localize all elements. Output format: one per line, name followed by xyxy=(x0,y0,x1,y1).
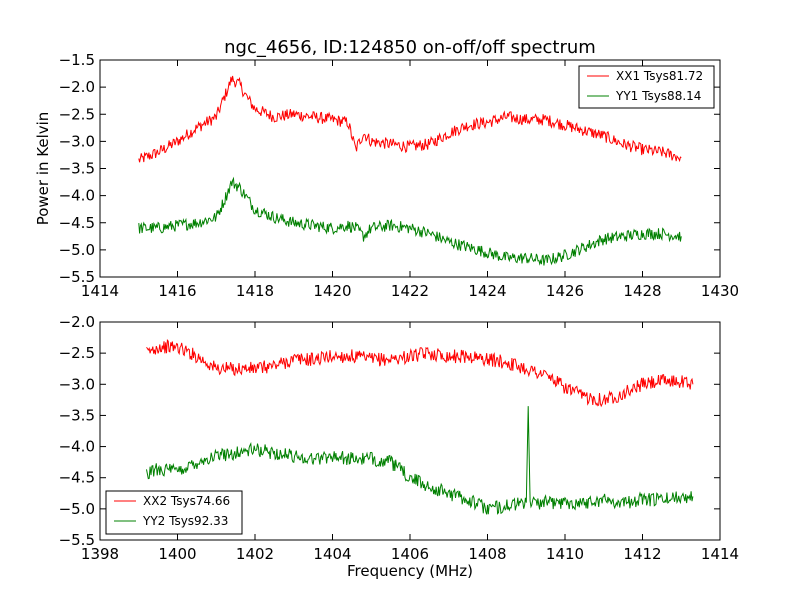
legend-label: YY1 Tsys88.14 xyxy=(615,89,701,103)
y-tick-label: −2.0 xyxy=(59,78,95,96)
series-line-1 xyxy=(146,338,694,408)
y-tick-label: −2.0 xyxy=(59,313,95,331)
y-tick-label: −4.5 xyxy=(59,469,95,487)
y-tick-label: −5.5 xyxy=(59,531,95,549)
y-tick-label: −4.5 xyxy=(59,214,95,232)
x-tick-label: 1426 xyxy=(546,282,584,300)
x-axis-label: Frequency (MHz) xyxy=(347,562,473,580)
series-line-2 xyxy=(146,406,694,515)
x-tick-label: 1414 xyxy=(81,282,119,300)
legend-box xyxy=(105,490,243,535)
x-tick-label: 1428 xyxy=(623,282,661,300)
legend-label: XX1 Tsys81.72 xyxy=(616,69,703,83)
y-tick-label: −4.0 xyxy=(59,438,95,456)
y-tick-label: −5.0 xyxy=(59,241,95,259)
bottom-panel: 1398 1400 1402 1404 1406 1408 1410 1412 1414 −2.0… xyxy=(59,313,740,580)
series-line-1 xyxy=(138,75,682,163)
legend-label: XX2 Tsys74.66 xyxy=(143,494,230,508)
legend-label: YY2 Tsys92.33 xyxy=(142,514,228,528)
y-tick-label: −1.5 xyxy=(59,51,95,69)
y-tick-label: −3.0 xyxy=(59,132,95,150)
y-tick-label: −3.5 xyxy=(59,406,95,424)
y-tick-label: −3.5 xyxy=(59,160,95,178)
legend: XX1 Tsys81.72 YY1 Tsys88.14 xyxy=(578,65,715,109)
y-tick-label: −5.0 xyxy=(59,500,95,518)
legend-box xyxy=(578,65,715,109)
legend: XX2 Tsys74.66 YY2 Tsys92.33 xyxy=(105,490,243,535)
x-tick-label: 1412 xyxy=(623,545,661,563)
x-tick-label: 1430 xyxy=(701,282,739,300)
x-tick-label: 1422 xyxy=(391,282,429,300)
x-tick-label: 1404 xyxy=(313,545,351,563)
x-tick-label: 1402 xyxy=(236,545,274,563)
y-tick-label: −5.5 xyxy=(59,268,95,286)
x-tick-label: 1410 xyxy=(546,545,584,563)
y-tick-label: −4.0 xyxy=(59,187,95,205)
x-tick-label: 1398 xyxy=(81,545,119,563)
y-tick-label: −2.5 xyxy=(59,344,95,362)
y-tick-label: −2.5 xyxy=(59,105,95,123)
x-tick-label: 1408 xyxy=(468,545,506,563)
x-tick-label: 1416 xyxy=(158,282,196,300)
top-panel: 1414 1416 1418 1420 1422 1424 1426 1428 1430 −1.5… xyxy=(34,51,739,300)
x-tick-label: 1420 xyxy=(313,282,351,300)
y-axis-label: Power in Kelvin xyxy=(34,112,52,226)
x-tick-label: 1406 xyxy=(391,545,429,563)
series-line-2 xyxy=(138,176,682,266)
x-tick-label: 1400 xyxy=(158,545,196,563)
x-tick-label: 1418 xyxy=(236,282,274,300)
x-tick-label: 1424 xyxy=(468,282,506,300)
chart-title: ngc_4656, ID:124850 on-off/off spectrum xyxy=(224,37,596,58)
x-tick-label: 1414 xyxy=(701,545,739,563)
y-tick-label: −3.0 xyxy=(59,375,95,393)
